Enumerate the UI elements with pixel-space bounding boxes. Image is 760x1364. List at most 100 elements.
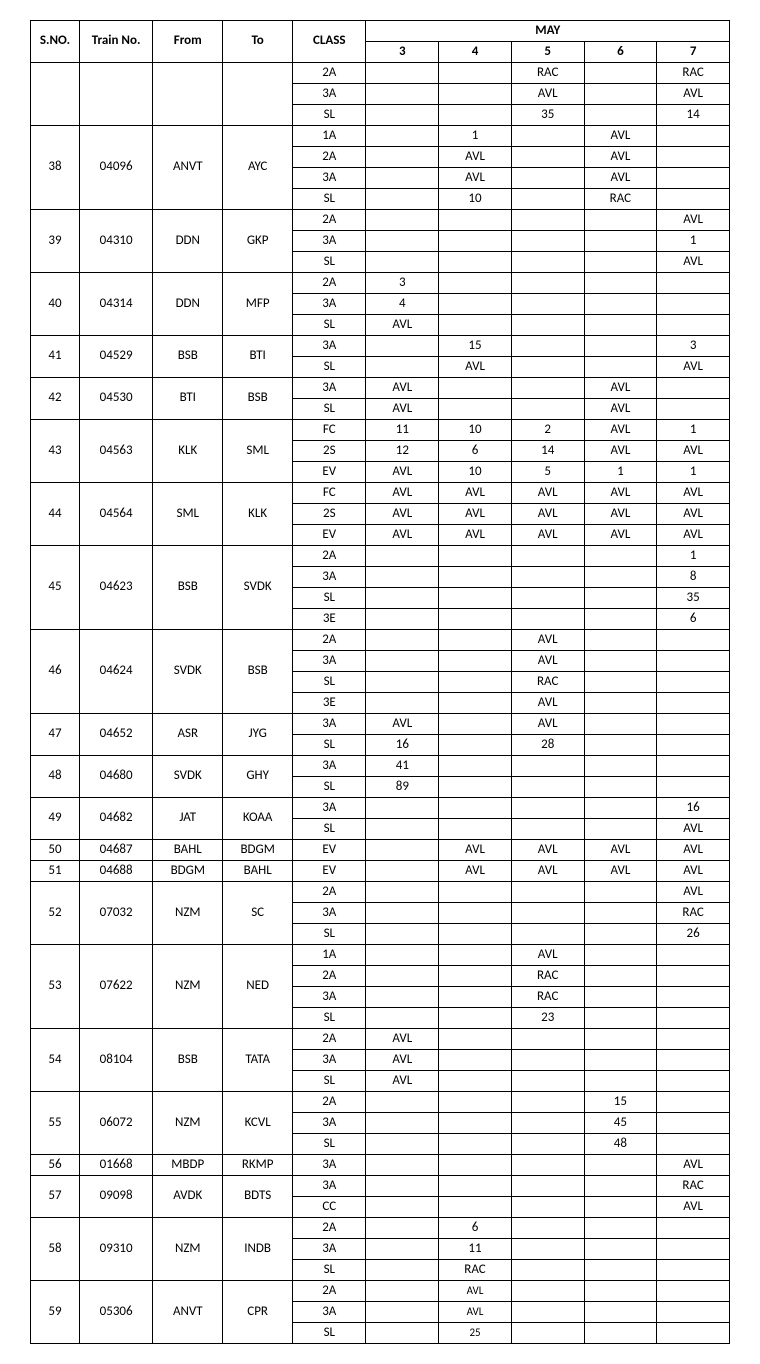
cell-value — [584, 966, 657, 987]
cell-value — [584, 84, 657, 105]
cell-value — [439, 231, 512, 252]
cell-value — [584, 945, 657, 966]
cell-class: 3A — [293, 168, 366, 189]
table-row: 5408104BSBTATA2AAVL — [31, 1029, 730, 1050]
cell-from: BDGM — [153, 861, 223, 882]
cell-value — [439, 1155, 512, 1176]
cell-value — [439, 672, 512, 693]
cell-value — [511, 1281, 584, 1302]
cell-value: AVL — [366, 483, 439, 504]
cell-value: 48 — [584, 1134, 657, 1155]
cell-value — [584, 1260, 657, 1281]
cell-value — [439, 1029, 512, 1050]
cell-class: 3A — [293, 1050, 366, 1071]
cell-value — [366, 546, 439, 567]
cell-value — [584, 315, 657, 336]
col-day: 3 — [366, 42, 439, 63]
cell-value — [511, 168, 584, 189]
cell-value — [657, 1008, 730, 1029]
cell-class: 2A — [293, 147, 366, 168]
cell-value — [366, 567, 439, 588]
cell-to: KLK — [223, 483, 293, 546]
cell-to: TATA — [223, 1029, 293, 1092]
cell-value — [657, 147, 730, 168]
cell-class: 3A — [293, 1302, 366, 1323]
cell-value: AVL — [657, 882, 730, 903]
cell-value: 10 — [439, 189, 512, 210]
cell-to: BDGM — [223, 840, 293, 861]
cell-value — [657, 1071, 730, 1092]
cell-value: 1 — [439, 126, 512, 147]
cell-value: RAC — [439, 1260, 512, 1281]
cell-value — [657, 735, 730, 756]
cell-value: 35 — [657, 588, 730, 609]
cell-value: 28 — [511, 735, 584, 756]
cell-value: RAC — [657, 903, 730, 924]
cell-sno: 58 — [31, 1218, 80, 1281]
cell-value — [584, 567, 657, 588]
cell-value: AVL — [511, 483, 584, 504]
cell-value — [657, 126, 730, 147]
cell-to: GKP — [223, 210, 293, 273]
cell-value — [511, 798, 584, 819]
cell-class: SL — [293, 1323, 366, 1344]
cell-class: 3A — [293, 567, 366, 588]
cell-value: AVL — [366, 1050, 439, 1071]
table-row: 5506072NZMKCVL2A15 — [31, 1092, 730, 1113]
cell-value — [366, 588, 439, 609]
cell-value — [439, 882, 512, 903]
cell-sno: 50 — [31, 840, 80, 861]
table-body: 2ARACRAC3AAVLAVLSL35143804096ANVTAYC1A1A… — [31, 63, 730, 1344]
cell-value — [439, 693, 512, 714]
cell-class: SL — [293, 1071, 366, 1092]
cell-class: 3A — [293, 378, 366, 399]
cell-value — [584, 1050, 657, 1071]
cell-value — [584, 294, 657, 315]
cell-value — [366, 693, 439, 714]
cell-sno: 42 — [31, 378, 80, 420]
cell-from: ASR — [153, 714, 223, 756]
cell-value: AVL — [657, 357, 730, 378]
cell-value — [584, 987, 657, 1008]
cell-value — [511, 336, 584, 357]
cell-class: 1A — [293, 126, 366, 147]
cell-value — [366, 987, 439, 1008]
cell-value — [439, 966, 512, 987]
cell-train: 09098 — [79, 1176, 152, 1218]
cell-from: DDN — [153, 273, 223, 336]
cell-value — [511, 252, 584, 273]
cell-value — [439, 609, 512, 630]
cell-value — [657, 168, 730, 189]
cell-value — [366, 903, 439, 924]
cell-value — [366, 336, 439, 357]
cell-value — [584, 1281, 657, 1302]
cell-value: 89 — [366, 777, 439, 798]
cell-value: AVL — [584, 483, 657, 504]
cell-class: SL — [293, 357, 366, 378]
table-row: 4704652ASRJYG3AAVLAVL — [31, 714, 730, 735]
cell-value: 15 — [584, 1092, 657, 1113]
cell-value — [366, 168, 439, 189]
cell-value: 26 — [657, 924, 730, 945]
cell-value — [657, 945, 730, 966]
cell-value — [511, 126, 584, 147]
cell-value — [657, 294, 730, 315]
cell-value — [511, 567, 584, 588]
cell-value — [657, 1113, 730, 1134]
cell-class: FC — [293, 483, 366, 504]
cell-value — [584, 1323, 657, 1344]
table-header: S.NO. Train No. From To CLASS MAY 34567 — [31, 21, 730, 63]
cell-value — [439, 294, 512, 315]
cell-value — [366, 252, 439, 273]
cell-class: 3A — [293, 1239, 366, 1260]
cell-value — [657, 378, 730, 399]
cell-value: AVL — [511, 945, 584, 966]
cell-to: SC — [223, 882, 293, 945]
cell-value: AVL — [657, 525, 730, 546]
cell-value — [511, 1323, 584, 1344]
cell-sno — [31, 63, 80, 126]
cell-to: INDB — [223, 1218, 293, 1281]
cell-value: 10 — [439, 420, 512, 441]
cell-value — [657, 1281, 730, 1302]
cell-sno: 48 — [31, 756, 80, 798]
